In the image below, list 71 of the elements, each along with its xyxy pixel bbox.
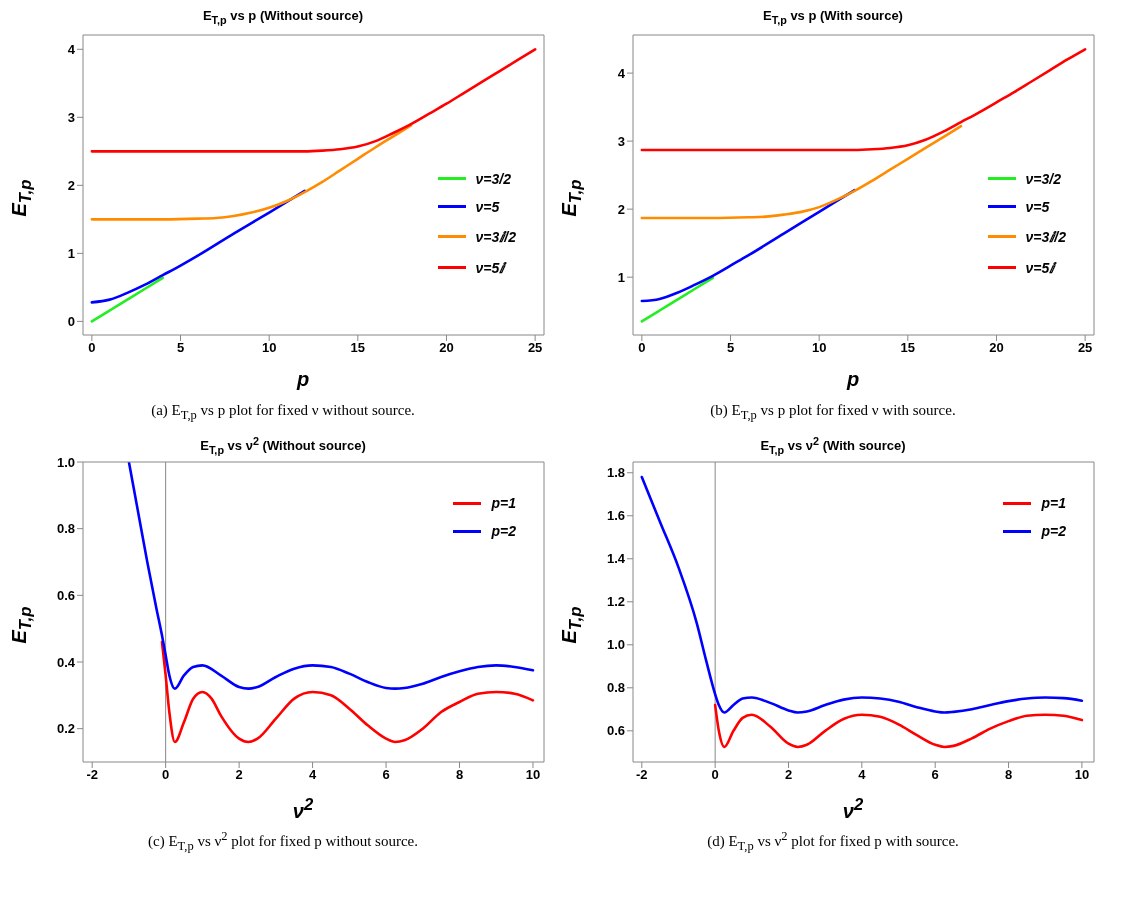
x-tick-label: 15 xyxy=(900,340,916,356)
legend-label: ν=3/2 xyxy=(475,170,511,187)
x-axis-title: p xyxy=(295,368,311,392)
y-tick-label: 0 xyxy=(67,314,75,330)
chart-title: E$_{T,p}$ vs p (With source) xyxy=(762,8,904,28)
x-tick-label: 0 xyxy=(88,340,96,356)
text: (c) E$_{T,p}$ vs ν$^{2}$ plot for fixed p without source. xyxy=(147,829,419,854)
y-tick-label: 0.6 xyxy=(56,587,75,603)
x-tick-label: 6 xyxy=(382,767,390,783)
x-tick-label: 10 xyxy=(261,340,277,356)
x-axis-title: ν$^{2}$ xyxy=(841,795,865,824)
y-tick-label: 3 xyxy=(67,109,75,125)
y-tick-label: 0.4 xyxy=(56,654,76,670)
legend-label: p=1 xyxy=(491,495,516,511)
y-tick-label: 2 xyxy=(617,201,625,217)
x-tick-label: 25 xyxy=(527,340,543,356)
x-tick-label: 2 xyxy=(784,767,793,783)
x-tick-label: 10 xyxy=(525,767,541,783)
legend-label: ν=3/2 xyxy=(1025,170,1061,187)
legend-label: p=2 xyxy=(491,523,516,539)
x-tick-label: 0 xyxy=(711,767,719,783)
x-tick-label: 10 xyxy=(811,340,827,356)
legend-label: ν=5ⅈ xyxy=(475,258,505,277)
text: (d) E$_{T,p}$ vs ν$^{2}$ plot for fixed p with source. xyxy=(706,829,960,854)
x-tick-label: 2 xyxy=(235,767,243,783)
x-tick-label: 0 xyxy=(162,767,170,783)
x-tick-label: 25 xyxy=(1077,340,1093,356)
x-tick-label: -2 xyxy=(86,767,98,783)
y-tick-label: 4 xyxy=(617,65,626,81)
x-tick-label: 8 xyxy=(1004,767,1013,783)
y-tick-label: 1 xyxy=(67,245,75,261)
y-tick-label: 1.0 xyxy=(56,454,75,470)
x-tick-label: 15 xyxy=(350,340,366,356)
legend-label: ν=5 xyxy=(1025,198,1050,215)
y-tick-label: 1.2 xyxy=(606,594,625,610)
x-tick-label: 5 xyxy=(176,340,185,356)
y-tick-label: 0.2 xyxy=(56,721,75,737)
x-tick-label: 8 xyxy=(455,767,464,783)
y-tick-label: 2 xyxy=(67,177,75,193)
y-tick-label: 0.6 xyxy=(606,723,625,739)
x-tick-label: 6 xyxy=(931,767,939,783)
x-tick-label: 0 xyxy=(638,340,646,356)
y-tick-label: 1.8 xyxy=(606,465,625,481)
chart-title: E$_{T,p}$ vs p (Without source) xyxy=(201,8,365,28)
legend-label: ν=3ⅈ/2 xyxy=(475,227,516,246)
x-tick-label: 10 xyxy=(1074,767,1090,783)
x-tick-label: 4 xyxy=(858,767,867,783)
chart-title: E$_{T,p}$ vs ν$^{2}$ (With source) xyxy=(759,435,907,456)
x-tick-label: -2 xyxy=(636,767,648,783)
x-tick-label: 20 xyxy=(439,340,454,356)
legend-label: ν=5 xyxy=(475,198,500,215)
legend-label: p=2 xyxy=(1041,523,1066,539)
y-tick-label: 1.6 xyxy=(606,508,625,524)
text: (a) E$_{T,p}$ vs p plot for fixed ν without source. xyxy=(150,402,416,423)
y-tick-label: 0.8 xyxy=(606,680,625,696)
x-axis-title: ν$^{2}$ xyxy=(291,795,315,824)
y-tick-label: 3 xyxy=(617,133,625,149)
y-tick-label: 0.8 xyxy=(56,521,75,537)
y-tick-label: 1 xyxy=(617,269,625,285)
y-tick-label: 1.4 xyxy=(606,551,626,567)
y-tick-label: 4 xyxy=(67,41,76,57)
x-tick-label: 5 xyxy=(726,340,735,356)
y-tick-label: 1.0 xyxy=(606,637,625,653)
legend-label: ν=5ⅈ xyxy=(1025,258,1055,277)
x-axis-title: p xyxy=(845,368,861,392)
chart-title: E$_{T,p}$ vs ν$^{2}$ (Without source) xyxy=(199,435,367,456)
x-tick-label: 20 xyxy=(989,340,1004,356)
text: (b) E$_{T,p}$ vs p plot for fixed ν with source. xyxy=(709,402,957,423)
legend-label: p=1 xyxy=(1041,495,1066,511)
x-tick-label: 4 xyxy=(308,767,317,783)
legend-label: ν=3ⅈ/2 xyxy=(1025,227,1066,246)
